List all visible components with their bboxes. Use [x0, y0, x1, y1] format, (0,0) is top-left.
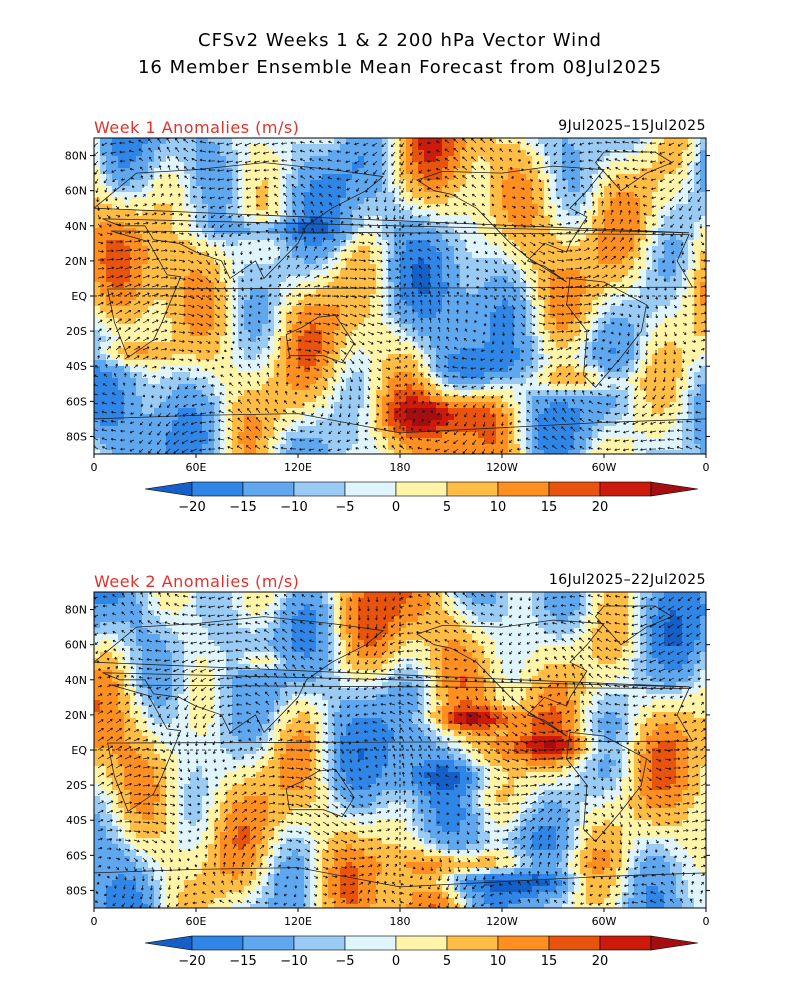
week2-land-outline [107, 684, 694, 813]
week1-land-outline [94, 162, 690, 280]
week1-colorbar-label: −20 [178, 500, 205, 515]
week2-map: 80N 60N 40N 20N EQ 20S 40S 60S 80S 0 60E 120E 180 120… [65, 591, 710, 969]
week1-colorbar-swatch [242, 481, 295, 497]
week1-colorbar-label: −15 [229, 500, 256, 515]
week2-date-range: 16Jul2025–22Jul2025 [548, 572, 706, 588]
week1-lon-label: 0 [91, 461, 98, 474]
week2-lon-label: 0 [91, 915, 98, 928]
week2-lat-label: 60N [65, 639, 87, 652]
week1-colorbar-swatch [548, 481, 601, 497]
week2-colorbar-label: 20 [592, 954, 609, 969]
week1-lat-label: 60N [65, 185, 87, 198]
week2-lat-label: 80N [65, 604, 87, 617]
week1-colorbar-swatch [191, 481, 244, 497]
week1-panel: Week 1 Anomalies (m/s) 9Jul2025–15Jul202… [0, 118, 800, 538]
week2-colorbar-label: −10 [280, 954, 307, 969]
week2-lon-label: 60W [592, 915, 617, 928]
week2-colorbar-swatch [446, 935, 499, 951]
week2-colorbar-swatch [191, 935, 244, 951]
week2-colorbar-swatch [293, 935, 346, 951]
week1-colorbar-swatch [446, 481, 499, 497]
week2-lat-label: 60S [66, 849, 87, 862]
week2-colorbar-swatch [599, 935, 652, 951]
week1-lat-label: 40N [65, 220, 87, 233]
week2-colorbar-label: 0 [392, 954, 400, 969]
week1-lat-label: 20S [66, 325, 87, 338]
week1-lon-label: 120E [284, 461, 312, 474]
figure-title-line2: 16 Member Ensemble Mean Forecast from 08… [137, 57, 663, 78]
week1-colorbar-label: 10 [490, 500, 507, 515]
week1-land-outline [285, 314, 355, 364]
week2-land-outline [566, 732, 647, 842]
week1-colorbar-label: 0 [392, 500, 400, 515]
week1-colorbar: −20 −15 −10 −5 0 5 10 15 20 [144, 481, 699, 515]
week1-colorbar-high-arrow [650, 481, 699, 497]
week1-vector-arrows [94, 138, 706, 454]
week2-lat-label: EQ [71, 744, 87, 757]
week1-lat-label: 60S [66, 395, 87, 408]
week2-colorbar-label: 15 [541, 954, 558, 969]
week1-lon-label: 120W [486, 461, 518, 474]
figure-title-line1: CFSv2 Weeks 1 & 2 200 hPa Vector Wind [198, 30, 602, 51]
week2-colorbar-swatch [395, 935, 448, 951]
week1-colorbar-swatch [344, 481, 397, 497]
week1-colorbar-swatch [599, 481, 652, 497]
week2-lon-label: 0 [703, 915, 710, 928]
week2-wind-vectors [94, 592, 706, 908]
week1-colorbar-label: 15 [541, 500, 558, 515]
week1-lat-label: 80S [66, 430, 87, 443]
week1-lat-label: EQ [71, 290, 87, 303]
week1-map: 80N 60N 40N 20N EQ 20S 40S 60S 80S 0 60E 120E 180 120… [65, 137, 710, 515]
week1-land-outline [107, 230, 694, 359]
week2-colorbar-high-arrow [650, 935, 699, 951]
week1-lon-label: 0 [703, 461, 710, 474]
week2-panel-label: Week 2 Anomalies (m/s) [94, 572, 300, 591]
week1-lat-label: 20N [65, 255, 87, 268]
week2-colorbar-swatch [497, 935, 550, 951]
week1-colorbar-swatch [395, 481, 448, 497]
week2-colorbar-label: −15 [229, 954, 256, 969]
week2-lat-label: 20S [66, 779, 87, 792]
week1-lon-label: 60E [186, 461, 207, 474]
week1-colorbar-label: −10 [280, 500, 307, 515]
week2-lon-label: 120E [284, 915, 312, 928]
week1-land-outline [566, 278, 647, 388]
week2-colorbar-swatch [548, 935, 601, 951]
week2-colorbar-label: 10 [490, 954, 507, 969]
week1-lat-label: 40S [66, 360, 87, 373]
week2-colorbar-swatch [242, 935, 295, 951]
week2-lat-label: 80S [66, 884, 87, 897]
week2-lon-label: 60E [186, 915, 207, 928]
week1-wind-vectors [94, 138, 706, 454]
week1-colorbar-label: 5 [443, 500, 451, 515]
week2-lon-label: 120W [486, 915, 518, 928]
week2-lat-label: 40S [66, 814, 87, 827]
week2-colorbar-label: −20 [178, 954, 205, 969]
week1-land-outline [416, 165, 605, 283]
week2-panel: Week 2 Anomalies (m/s) 16Jul2025–22Jul20… [0, 572, 800, 992]
week2-vector-arrows [94, 592, 706, 908]
week2-lat-label: 40N [65, 674, 87, 687]
week1-colorbar-swatch [497, 481, 550, 497]
week2-colorbar-low-arrow [144, 935, 193, 951]
week2-colorbar-label: 5 [443, 954, 451, 969]
week2-lon-label: 180 [390, 915, 411, 928]
week1-colorbar-label: −5 [335, 500, 354, 515]
week2-lat-label: 20N [65, 709, 87, 722]
week2-land-outline [594, 605, 673, 646]
week1-lon-label: 180 [390, 461, 411, 474]
week1-colorbar-label: 20 [592, 500, 609, 515]
week1-colorbar-swatch [293, 481, 346, 497]
week1-colorbar-low-arrow [144, 481, 193, 497]
week2-colorbar-label: −5 [335, 954, 354, 969]
week1-panel-label: Week 1 Anomalies (m/s) [94, 118, 300, 137]
week2-colorbar: −20 −15 −10 −5 0 5 10 15 20 [144, 935, 699, 969]
week1-date-range: 9Jul2025–15Jul2025 [558, 118, 706, 134]
week1-lat-label: 80N [65, 150, 87, 163]
week1-lon-label: 60W [592, 461, 617, 474]
week2-colorbar-swatch [344, 935, 397, 951]
